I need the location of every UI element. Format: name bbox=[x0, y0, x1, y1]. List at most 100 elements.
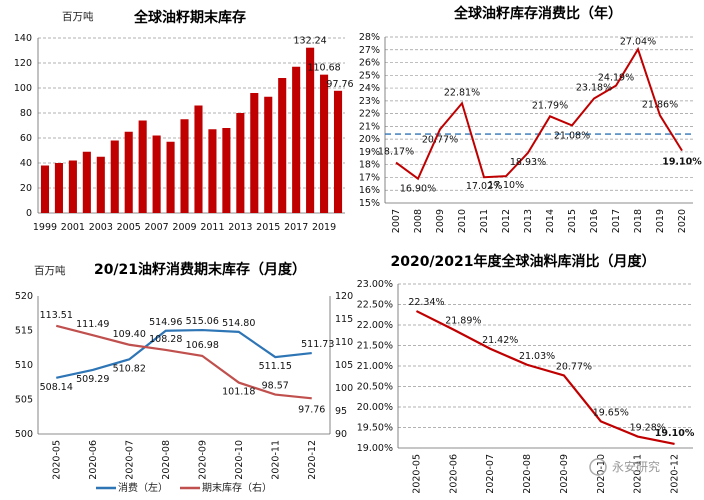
data-label: 20.77% bbox=[422, 134, 458, 145]
bar bbox=[264, 96, 273, 213]
bar bbox=[250, 93, 259, 213]
y-tick-label-right: 110 bbox=[335, 337, 353, 348]
y-tick-label-right: 100 bbox=[335, 383, 353, 394]
watermark-text: 永安研究 bbox=[612, 459, 660, 474]
data-label: 22.34% bbox=[408, 297, 444, 308]
data-label: 508.14 bbox=[40, 382, 73, 393]
x-tick-label: 2020-08 bbox=[161, 440, 172, 480]
y-tick-label: 21.50% bbox=[357, 341, 393, 352]
x-tick-label: 2007 bbox=[391, 209, 402, 233]
x-tick-label: 2011 bbox=[200, 222, 224, 233]
bar bbox=[222, 128, 231, 213]
chart-title: 2020/2021年度全球油料库消比（月度） bbox=[390, 253, 655, 270]
series-line bbox=[415, 310, 675, 445]
x-tick-label: 2005 bbox=[117, 222, 141, 233]
y-tick-label: 19.00% bbox=[357, 443, 393, 454]
y-tick-label-right: 105 bbox=[335, 360, 353, 371]
data-label: 21.79% bbox=[532, 100, 568, 111]
x-tick-label: 2020-07 bbox=[485, 454, 496, 494]
data-label: 20.77% bbox=[556, 361, 592, 372]
x-tick-label: 2020-12 bbox=[670, 454, 681, 494]
bar bbox=[320, 74, 329, 214]
series-line bbox=[55, 324, 312, 400]
data-label: 110.68 bbox=[307, 63, 340, 74]
y-tick-label: 20 bbox=[20, 183, 32, 194]
data-label: 22.81% bbox=[444, 87, 480, 98]
x-tick-label: 2020 bbox=[677, 209, 688, 233]
x-tick-label: 2020-12 bbox=[307, 440, 318, 480]
x-tick-label: 2020-09 bbox=[197, 440, 208, 480]
bar bbox=[194, 105, 203, 213]
bar bbox=[292, 66, 301, 213]
data-label: 109.40 bbox=[113, 329, 146, 340]
data-label: 514.80 bbox=[222, 318, 255, 329]
x-tick-label: 2009 bbox=[172, 222, 196, 233]
data-label: 17.02% bbox=[466, 181, 502, 192]
y-tick-label: 0 bbox=[26, 208, 32, 219]
y-tick-label: 21% bbox=[359, 121, 380, 132]
data-label: 24.19% bbox=[598, 73, 634, 84]
y-tick-label: 40 bbox=[20, 158, 32, 169]
x-tick-label: 2020-06 bbox=[448, 454, 459, 494]
y-tick-label: 28% bbox=[359, 32, 380, 43]
data-label: 132.24 bbox=[293, 36, 326, 47]
bar bbox=[124, 131, 133, 213]
x-tick-label: 2009 bbox=[435, 209, 446, 233]
x-tick-label: 2020-05 bbox=[51, 440, 62, 480]
x-tick-label: 2007 bbox=[145, 222, 169, 233]
x-tick-label: 2010 bbox=[457, 209, 468, 233]
chart-title: 全球油籽库存消费比（年） bbox=[453, 5, 622, 22]
x-tick-label: 2017 bbox=[611, 209, 622, 233]
legend-label: 消费（左） bbox=[118, 481, 168, 494]
y-tick-label: 18% bbox=[359, 160, 380, 171]
bar bbox=[208, 129, 217, 213]
y-tick-label: 17% bbox=[359, 172, 380, 183]
x-tick-label: 2008 bbox=[413, 209, 424, 233]
y-tick-label-left: 505 bbox=[15, 395, 33, 406]
x-tick-label: 2014 bbox=[545, 209, 556, 233]
data-label: 514.96 bbox=[149, 317, 182, 328]
data-label: 101.18 bbox=[222, 387, 255, 398]
x-tick-label: 2016 bbox=[589, 209, 600, 233]
y-tick-label: 23% bbox=[359, 96, 380, 107]
series-line bbox=[395, 46, 683, 181]
data-label: 19.65% bbox=[593, 407, 629, 418]
y-tick-label-left: 520 bbox=[15, 291, 33, 302]
data-label: 16.90% bbox=[400, 184, 436, 195]
data-label: 511.73 bbox=[301, 339, 334, 350]
y-tick-label: 26% bbox=[359, 58, 380, 69]
data-label: 515.06 bbox=[186, 316, 219, 327]
x-tick-label: 2020-10 bbox=[234, 440, 245, 480]
x-tick-label: 2020-11 bbox=[270, 440, 281, 480]
y-tick-label: 21.00% bbox=[357, 361, 393, 372]
y-tick-label: 23.00% bbox=[357, 279, 393, 290]
data-label: 509.29 bbox=[76, 374, 109, 385]
y-tick-label: 22.00% bbox=[357, 320, 393, 331]
bar bbox=[82, 151, 91, 213]
y-tick-label: 24% bbox=[359, 83, 380, 94]
x-tick-label: 2015 bbox=[567, 209, 578, 233]
x-tick-label: 2003 bbox=[89, 222, 113, 233]
y-tick-label-left: 515 bbox=[15, 326, 33, 337]
y-tick-label: 100 bbox=[14, 83, 32, 94]
x-tick-label: 2012 bbox=[501, 209, 512, 233]
x-tick-label: 2001 bbox=[61, 222, 85, 233]
bar bbox=[138, 120, 147, 213]
y-tick-label-right: 90 bbox=[335, 429, 347, 440]
y-axis-unit: 百万吨 bbox=[62, 10, 94, 23]
bar bbox=[40, 165, 50, 213]
data-label: 510.82 bbox=[113, 363, 146, 374]
watermark-logo-icon bbox=[589, 458, 607, 476]
y-tick-label: 22% bbox=[359, 109, 380, 120]
data-label: 111.49 bbox=[76, 319, 109, 330]
y-tick-label: 27% bbox=[359, 45, 380, 56]
data-label: 18.93% bbox=[510, 157, 546, 168]
data-label: 23.18% bbox=[576, 83, 612, 94]
data-label: 97.76 bbox=[298, 404, 325, 415]
y-tick-label: 25% bbox=[359, 70, 380, 81]
x-tick-label: 2019 bbox=[312, 222, 336, 233]
watermark: 永安研究 bbox=[589, 458, 660, 476]
y-tick-label: 19% bbox=[359, 147, 380, 158]
data-label: 19.10% bbox=[662, 157, 702, 168]
data-label: 108.28 bbox=[149, 334, 182, 345]
